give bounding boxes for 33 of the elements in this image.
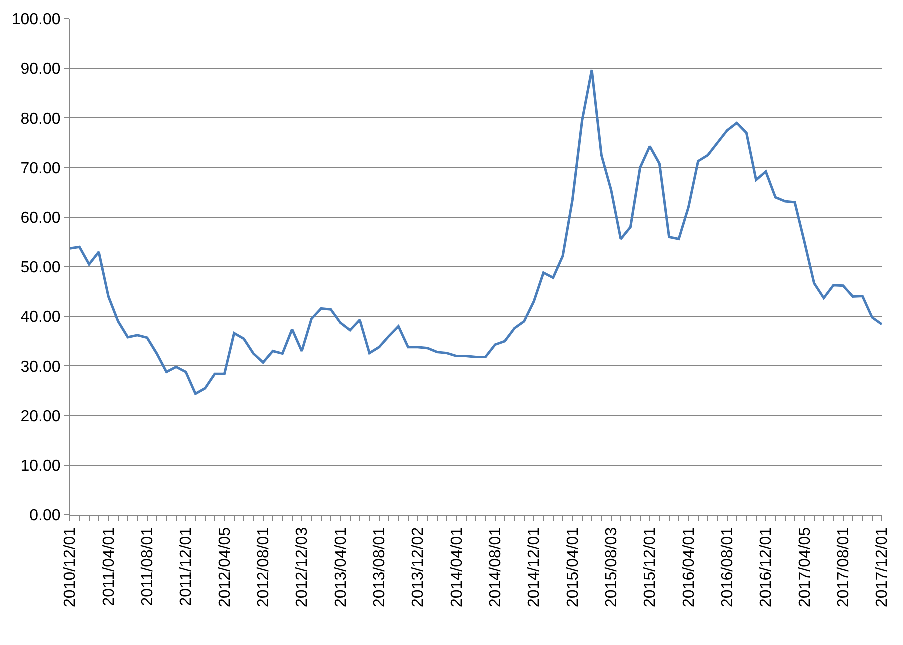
- x-tick-label: 2016/12/01: [758, 527, 776, 608]
- y-tick-label: 100.00: [12, 12, 61, 29]
- y-tick-label: 10.00: [20, 458, 61, 475]
- y-tick-label: 60.00: [20, 210, 61, 227]
- x-tick-label: 2011/12/01: [178, 527, 196, 606]
- x-tick-label: 2015/04/01: [564, 527, 582, 608]
- x-tick-label: 2013/08/01: [372, 527, 389, 608]
- x-tick-label: 2017/04/05: [796, 527, 814, 608]
- x-tick-label: 2014/12/01: [526, 527, 544, 608]
- x-tick-label: 2015/08/03: [604, 527, 621, 608]
- x-tick-label: 2012/12/03: [294, 527, 312, 608]
- x-tick-label: 2011/04/01: [100, 527, 118, 606]
- x-tick-label: 2014/04/01: [448, 527, 466, 608]
- x-tick-label: 2013/12/02: [410, 527, 428, 608]
- x-tick-label: 2013/04/01: [332, 527, 350, 608]
- x-tick-label: 2012/08/01: [256, 527, 273, 608]
- x-tick-label: 2014/08/01: [488, 527, 505, 608]
- y-tick-label: 70.00: [20, 160, 61, 178]
- y-tick-label: 90.00: [20, 61, 61, 78]
- y-tick-label: 30.00: [20, 358, 61, 376]
- y-tick-label: 80.00: [20, 110, 61, 128]
- x-tick-label: 2016/08/01: [720, 527, 737, 608]
- y-tick-label: 40.00: [20, 309, 61, 326]
- y-tick-label: 0.00: [30, 508, 61, 525]
- x-tick-label: 2010/12/01: [62, 527, 80, 608]
- x-tick-label: 2017/12/01: [874, 527, 892, 608]
- x-tick-label: 2011/08/01: [140, 527, 157, 606]
- y-tick-label: 50.00: [20, 260, 61, 277]
- x-tick-label: 2012/04/05: [216, 527, 234, 608]
- x-tick-label: 2016/04/01: [680, 527, 698, 608]
- y-tick-label: 20.00: [20, 408, 61, 426]
- x-tick-label: 2017/08/01: [836, 527, 853, 608]
- x-tick-label: 2015/12/01: [642, 527, 660, 608]
